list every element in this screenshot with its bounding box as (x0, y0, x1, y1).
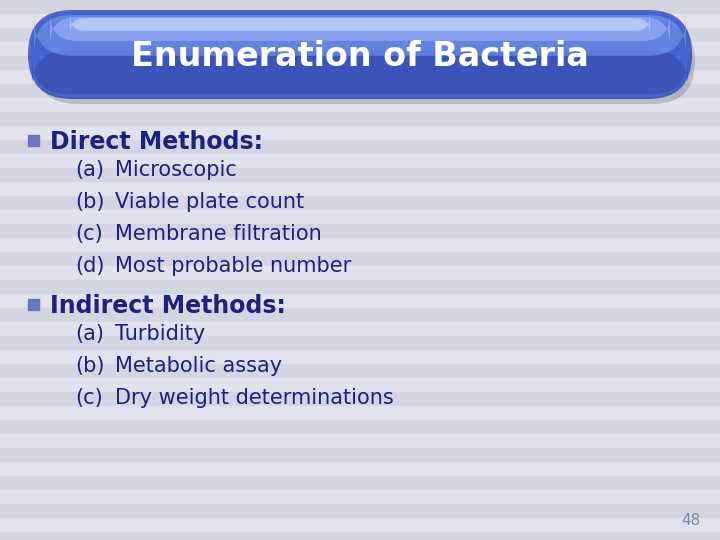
Bar (0, 28, 720, 42)
Bar (0, 140, 720, 154)
Bar (0, 182, 720, 196)
Bar (0, 210, 720, 224)
FancyBboxPatch shape (70, 16, 650, 33)
Bar (0, 238, 720, 252)
Text: Direct Methods:: Direct Methods: (50, 130, 263, 154)
Bar (0, 392, 720, 406)
Bar (0, 504, 720, 518)
Bar (0, 196, 720, 210)
Bar (0, 364, 720, 378)
Text: Most probable number: Most probable number (115, 256, 351, 276)
Bar (0, 406, 720, 420)
Bar (0, 42, 720, 56)
Bar (0, 476, 720, 490)
Bar (0, 14, 720, 28)
Text: Metabolic assay: Metabolic assay (115, 356, 282, 376)
Bar (0, 490, 720, 504)
Bar (0, 154, 720, 168)
Bar (0, 98, 720, 112)
Bar (0, 224, 720, 238)
Bar (0, 308, 720, 322)
Bar (28, 299, 39, 310)
Bar (0, 70, 720, 84)
Text: 48: 48 (680, 513, 700, 528)
Text: Enumeration of Bacteria: Enumeration of Bacteria (131, 40, 589, 73)
Bar (0, 532, 720, 540)
FancyBboxPatch shape (32, 50, 688, 94)
FancyBboxPatch shape (35, 19, 695, 104)
Bar (0, 56, 720, 70)
Text: (b): (b) (75, 356, 104, 376)
Bar (0, 0, 720, 14)
Text: (d): (d) (75, 256, 104, 276)
Text: Indirect Methods:: Indirect Methods: (50, 294, 286, 318)
Bar (0, 462, 720, 476)
Bar (0, 294, 720, 308)
Bar (0, 322, 720, 336)
FancyBboxPatch shape (34, 15, 686, 56)
Bar (0, 336, 720, 350)
Text: Microscopic: Microscopic (115, 160, 237, 180)
Text: (c): (c) (75, 224, 103, 244)
Text: Turbidity: Turbidity (115, 324, 205, 344)
Text: Viable plate count: Viable plate count (115, 192, 304, 212)
FancyBboxPatch shape (28, 10, 692, 99)
Text: Dry weight determinations: Dry weight determinations (115, 388, 394, 408)
Bar (0, 252, 720, 266)
Bar (0, 112, 720, 126)
Bar (0, 350, 720, 364)
Bar (0, 266, 720, 280)
Text: (c): (c) (75, 388, 103, 408)
Bar (0, 126, 720, 140)
Bar (28, 135, 39, 146)
Bar (0, 518, 720, 532)
FancyBboxPatch shape (50, 14, 670, 44)
Text: (b): (b) (75, 192, 104, 212)
Text: (a): (a) (75, 324, 104, 344)
Text: (a): (a) (75, 160, 104, 180)
Bar (0, 420, 720, 434)
Bar (0, 280, 720, 294)
Bar (0, 448, 720, 462)
Bar (0, 434, 720, 448)
FancyBboxPatch shape (30, 12, 690, 97)
Text: Membrane filtration: Membrane filtration (115, 224, 322, 244)
Bar (0, 378, 720, 392)
Bar (0, 168, 720, 182)
Bar (0, 84, 720, 98)
